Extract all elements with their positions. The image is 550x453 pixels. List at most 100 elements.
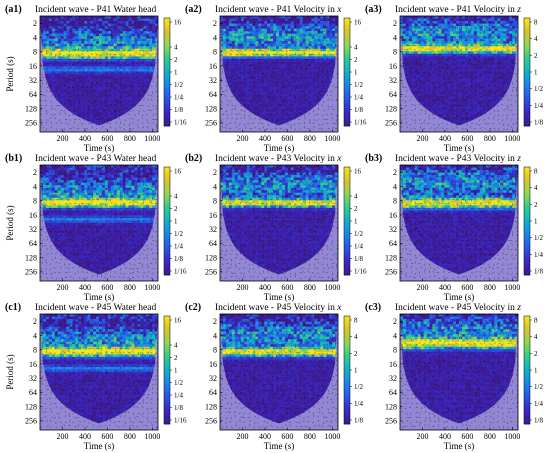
panel-title: Incident wave - P45 Velocity in x: [215, 303, 342, 313]
colorbar-tick-label: 1/4: [534, 102, 543, 110]
y-tick-label: 16: [29, 360, 37, 369]
colorbar-tick-label: 1/2: [174, 81, 183, 89]
colorbar-tick-label: 4: [354, 333, 358, 341]
x-axis-label: Time (s): [84, 143, 114, 153]
y-tick-label: 64: [29, 388, 37, 397]
colorbar-tick-label: 4: [354, 193, 358, 201]
y-tick-label: 128: [385, 253, 397, 262]
y-tick-label: 8: [33, 197, 37, 206]
y-tick-label: 256: [25, 119, 37, 128]
y-tick-label: 4: [213, 331, 217, 340]
panel-a1: 2 4 8 16 32 64 128 256 200 400 600 800 1000 Time (s) P…: [5, 4, 187, 153]
colorbar-tick-label: 1: [174, 218, 178, 226]
x-tick-label: 1000: [144, 283, 160, 292]
colorbar: 8 4 2 1 1/2 1/4 1/8: [523, 315, 543, 425]
colorbar-tick-label: 1/2: [354, 81, 363, 89]
y-tick-label: 128: [25, 253, 37, 262]
colorbar-tick-label: 2: [354, 350, 358, 358]
x-tick-label: 800: [304, 283, 316, 292]
y-tick-label: 32: [209, 225, 217, 234]
colorbar: 16 4 2 1 1/2 1/4 1/8 1/16: [343, 17, 367, 127]
x-tick-label: 800: [484, 283, 496, 292]
y-tick-label: 16: [389, 211, 397, 220]
colorbar-tick-label: 1/8: [534, 119, 543, 127]
colorbar-tick-label: 16: [354, 168, 362, 176]
colorbar-tick-label: 1: [354, 367, 358, 375]
x-tick-label: 400: [259, 432, 271, 441]
plot-frame: [399, 15, 519, 133]
colorbar-tick-label: 1/8: [354, 106, 363, 114]
colorbar-tick-label: 1/8: [174, 106, 183, 114]
colorbar-tick-label: 1/2: [534, 85, 543, 93]
colorbar: 8 4 2 1 1/2 1/4 1/8: [343, 315, 363, 425]
x-tick-label: 400: [439, 283, 451, 292]
x-axis-label: Time (s): [444, 143, 474, 153]
x-tick-label: 600: [101, 283, 113, 292]
panel-label: (a3): [365, 4, 382, 15]
y-tick-label: 16: [209, 62, 217, 71]
panel-title: Incident wave - P43 Velocity in x: [215, 154, 342, 164]
x-tick-label: 800: [304, 134, 316, 143]
colorbar-tick-label: 1/2: [354, 230, 363, 238]
x-tick-label: 800: [304, 432, 316, 441]
y-tick-label: 2: [393, 19, 397, 28]
y-tick-label: 64: [389, 239, 397, 248]
panel-label: (b2): [185, 153, 202, 164]
x-tick-label: 600: [461, 134, 473, 143]
y-tick-label: 4: [213, 33, 217, 42]
y-tick-label: 4: [393, 33, 397, 42]
y-tick-label: 256: [385, 268, 397, 277]
y-tick-label: 16: [389, 360, 397, 369]
colorbar-tick-label: 1/4: [174, 94, 183, 102]
colorbar-tick-label: 1/2: [534, 234, 543, 242]
colorbar-tick-label: 1/4: [354, 94, 363, 102]
y-tick-label: 2: [213, 317, 217, 326]
colorbar: 16 4 2 1 1/2 1/4 1/8 1/16: [163, 315, 187, 425]
x-tick-label: 1000: [144, 134, 160, 143]
cone-of-influence: [400, 165, 518, 281]
x-tick-label: 200: [236, 432, 248, 441]
y-tick-label: 128: [385, 402, 397, 411]
colorbar-tick-label: 1/16: [174, 268, 187, 276]
colorbar-tick-label: 1/4: [174, 243, 183, 251]
y-tick-label: 2: [33, 19, 37, 28]
cone-of-influence: [400, 16, 518, 132]
phase-arrows: [220, 314, 338, 429]
y-tick-label: 32: [209, 374, 217, 383]
colorbar-tick-label: 1/2: [354, 383, 363, 391]
plot-frame: [399, 313, 519, 431]
x-tick-label: 1000: [504, 432, 520, 441]
x-axis-label: Time (s): [444, 441, 474, 451]
panel-label: (b1): [5, 153, 22, 164]
y-tick-label: 128: [205, 104, 217, 113]
colorbar-tick-label: 2: [354, 56, 358, 64]
y-tick-label: 2: [213, 19, 217, 28]
colorbar-tick-label: 1/8: [534, 417, 543, 425]
y-tick-label: 128: [25, 104, 37, 113]
y-tick-label: 2: [213, 168, 217, 177]
panel-label: (c3): [365, 302, 381, 313]
y-tick-label: 4: [213, 182, 217, 191]
x-tick-label: 200: [56, 134, 68, 143]
panel-title: Incident wave - P45 Water head: [35, 303, 156, 313]
y-tick-label: 32: [29, 374, 37, 383]
y-tick-label: 256: [205, 417, 217, 426]
colorbar-tick-label: 1/8: [354, 417, 363, 425]
y-tick-label: 8: [213, 197, 217, 206]
colorbar-tick-label: 1/2: [174, 379, 183, 387]
colorbar-tick-label: 1/4: [534, 251, 543, 259]
colorbar: 16 4 2 1 1/2 1/4 1/8 1/16: [343, 166, 367, 276]
x-tick-label: 600: [101, 432, 113, 441]
plot-frame: [219, 15, 339, 133]
colorbar: 8 4 2 1 1/2 1/4 1/8: [523, 17, 543, 127]
x-axis-label: Time (s): [84, 441, 114, 451]
y-tick-label: 32: [29, 225, 37, 234]
colorbar-tick-label: 1/8: [534, 268, 543, 276]
panel-title: Incident wave - P41 Velocity in z: [395, 5, 521, 15]
power-heatmap: [400, 165, 518, 281]
x-axis-label: Time (s): [84, 292, 114, 302]
x-tick-label: 200: [416, 432, 428, 441]
